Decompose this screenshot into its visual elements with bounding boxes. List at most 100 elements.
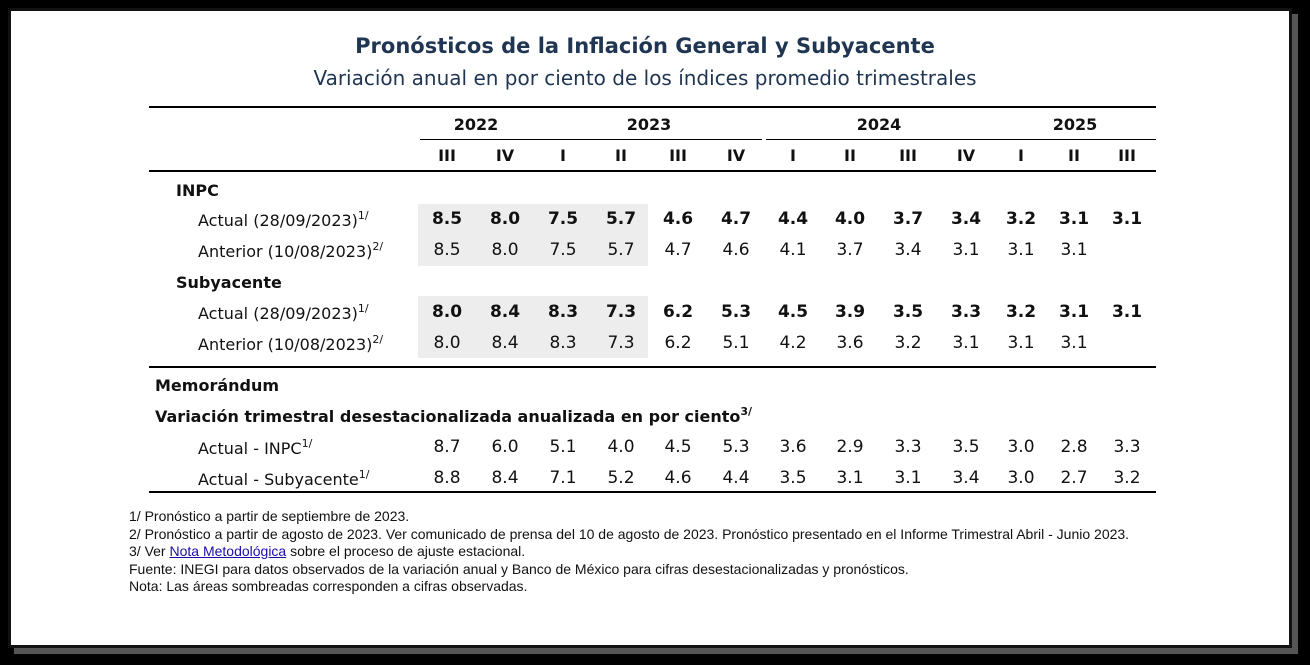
value-cell: 3.1	[952, 240, 980, 260]
quarter-header: II	[615, 146, 627, 165]
value-cell: 3.7	[892, 209, 924, 229]
section-variacion: Variación trimestral desestacionalizada …	[155, 405, 753, 426]
value-cell: 7.3	[605, 302, 637, 322]
value-cell: 3.1	[1111, 209, 1143, 229]
value-cell: 5.1	[722, 333, 750, 353]
value-cell: 8.7	[433, 437, 461, 457]
row-label-mem-sub: Actual - Subyacente1/	[198, 468, 370, 489]
value-cell: 3.0	[1007, 437, 1035, 457]
quarter-header: II	[844, 146, 856, 165]
value-cell: 8.0	[491, 240, 519, 260]
nota-metodologica-link[interactable]: Nota Metodológica	[169, 543, 287, 559]
value-cell: 6.2	[664, 333, 692, 353]
quarter-header: I	[1018, 146, 1024, 165]
footnote-2: 2/ Pronóstico a partir de agosto de 2023…	[129, 525, 1130, 542]
value-cell: 4.6	[664, 468, 692, 488]
value-cell: 4.1	[779, 240, 807, 260]
year-2023: 2023	[626, 115, 672, 134]
rule-years-2022-2023	[420, 139, 762, 140]
value-cell: 3.1	[1111, 302, 1143, 322]
observed-shade-subyacente	[418, 296, 648, 358]
value-cell: 3.4	[950, 209, 982, 229]
quarter-header: I	[560, 146, 566, 165]
value-cell: 3.5	[952, 437, 980, 457]
rule-memorandum	[149, 366, 1156, 368]
value-cell: 8.4	[489, 302, 521, 322]
value-cell: 3.0	[1007, 468, 1035, 488]
value-cell: 8.5	[433, 240, 461, 260]
row-label-mem-inpc: Actual - INPC1/	[198, 437, 313, 458]
observed-shade-inpc	[418, 204, 648, 266]
value-cell: 3.1	[952, 333, 980, 353]
quarter-header: IV	[495, 146, 515, 165]
value-cell: 3.1	[1058, 209, 1090, 229]
value-cell	[1102, 239, 1152, 261]
rule-years-2024-2025	[766, 139, 1156, 140]
footnotes: 1/ Pronóstico a partir de septiembre de …	[129, 508, 1209, 596]
value-cell: 5.7	[607, 240, 635, 260]
rule-header-bottom	[149, 170, 1156, 172]
value-cell: 3.1	[1007, 240, 1035, 260]
value-cell: 5.3	[720, 302, 752, 322]
row-label-inpc-actual: Actual (28/09/2023)1/	[198, 209, 369, 230]
value-cell: 2.9	[836, 437, 864, 457]
value-cell: 3.1	[1060, 333, 1088, 353]
rule-bottom	[149, 491, 1156, 493]
value-cell: 3.6	[779, 437, 807, 457]
value-cell: 8.4	[491, 468, 519, 488]
value-cell: 2.7	[1060, 468, 1088, 488]
value-cell: 4.2	[779, 333, 807, 353]
value-cell: 7.5	[549, 240, 577, 260]
value-cell: 3.3	[894, 437, 922, 457]
value-cell: 3.1	[1060, 240, 1088, 260]
value-cell: 4.4	[777, 209, 809, 229]
footnote-3: 3/ Ver Nota Metodológica sobre el proces…	[129, 543, 526, 559]
value-cell: 4.6	[722, 240, 750, 260]
value-cell: 8.4	[491, 333, 519, 353]
value-cell	[1102, 332, 1152, 354]
value-cell: 4.0	[834, 209, 866, 229]
footnote-1: 1/ Pronóstico a partir de septiembre de …	[129, 508, 410, 524]
value-cell: 3.2	[1005, 302, 1037, 322]
value-cell: 3.4	[894, 240, 922, 260]
value-cell: 7.3	[607, 333, 635, 353]
value-cell: 4.6	[662, 209, 694, 229]
value-cell: 5.7	[605, 209, 637, 229]
value-cell: 7.5	[547, 209, 579, 229]
value-cell: 3.3	[950, 302, 982, 322]
value-cell: 8.0	[431, 302, 463, 322]
table-subtitle: Variación anual en por ciento de los índ…	[313, 66, 977, 90]
quarter-header: IV	[956, 146, 976, 165]
value-cell: 3.2	[1113, 468, 1141, 488]
section-subyacente: Subyacente	[176, 273, 282, 292]
value-cell: 8.0	[489, 209, 521, 229]
quarter-header: II	[1068, 146, 1080, 165]
value-cell: 8.8	[433, 468, 461, 488]
rule-top	[149, 106, 1156, 108]
footnote-fuente: Fuente: INEGI para datos observados de l…	[129, 560, 909, 577]
row-label-sub-actual: Actual (28/09/2023)1/	[198, 302, 369, 323]
section-inpc: INPC	[176, 181, 219, 200]
row-label-sub-anterior: Anterior (10/08/2023)2/	[198, 333, 384, 354]
value-cell: 3.1	[836, 468, 864, 488]
footnote-nota: Nota: Las áreas sombreadas corresponden …	[129, 578, 528, 594]
quarter-header: IV	[726, 146, 746, 165]
value-cell: 3.1	[1058, 302, 1090, 322]
value-cell: 8.3	[549, 333, 577, 353]
value-cell: 3.5	[892, 302, 924, 322]
value-cell: 3.1	[894, 468, 922, 488]
document-frame	[8, 8, 1292, 648]
quarter-header: III	[669, 146, 687, 165]
table-title: Pronósticos de la Inflación General y Su…	[355, 34, 935, 58]
value-cell: 3.1	[1007, 333, 1035, 353]
value-cell: 4.4	[722, 468, 750, 488]
value-cell: 3.5	[779, 468, 807, 488]
value-cell: 3.6	[836, 333, 864, 353]
value-cell: 4.7	[720, 209, 752, 229]
value-cell: 4.0	[607, 437, 635, 457]
section-memorandum: Memorándum	[155, 376, 280, 395]
value-cell: 4.7	[664, 240, 692, 260]
value-cell: 2.8	[1060, 437, 1088, 457]
value-cell: 4.5	[664, 437, 692, 457]
row-label-inpc-anterior: Anterior (10/08/2023)2/	[198, 240, 384, 261]
